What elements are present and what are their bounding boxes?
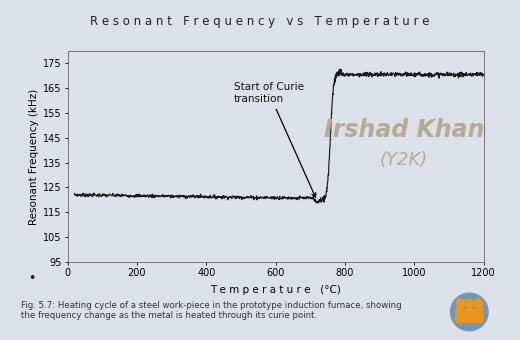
Text: •: • bbox=[29, 272, 36, 285]
Y-axis label: Resonant Frequency (kHz): Resonant Frequency (kHz) bbox=[29, 88, 38, 224]
Bar bbox=[456, 318, 483, 323]
Circle shape bbox=[457, 299, 465, 308]
Text: Start of Curie
transition: Start of Curie transition bbox=[234, 82, 316, 197]
Circle shape bbox=[474, 299, 482, 308]
Text: (Y2K): (Y2K) bbox=[380, 151, 428, 169]
Text: R e s o n a n t   F r e q u e n c y   v s   T e m p e r a t u r e: R e s o n a n t F r e q u e n c y v s T … bbox=[90, 15, 430, 28]
Text: Fig. 5.7: Heating cycle of a steel work-piece in the prototype induction furnace: Fig. 5.7: Heating cycle of a steel work-… bbox=[21, 301, 401, 320]
Text: Irshad Khan: Irshad Khan bbox=[323, 118, 484, 142]
Circle shape bbox=[465, 299, 474, 308]
X-axis label: T e m p e r a t u r e   (°C): T e m p e r a t u r e (°C) bbox=[210, 285, 341, 295]
Polygon shape bbox=[456, 305, 483, 320]
Circle shape bbox=[450, 293, 488, 331]
